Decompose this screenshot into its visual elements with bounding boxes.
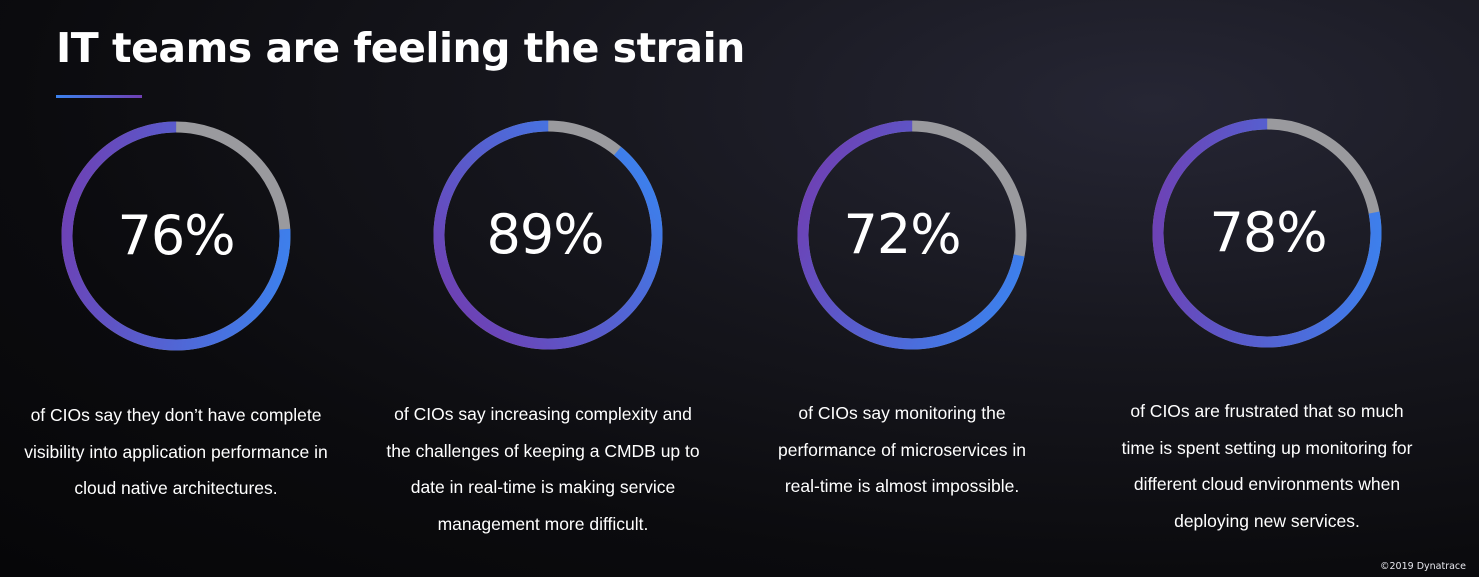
percentage-label-2: 89% [486, 203, 604, 266]
percentage-label-4: 78% [1209, 201, 1327, 264]
donut-value-arc [61, 121, 291, 351]
description-3: of CIOs say monitoring the performance o… [778, 403, 1026, 496]
stat-card-4: 78% of CIOs are frustrated that so much … [0, 0, 1412, 577]
donut-value-arc [433, 120, 663, 350]
donut-chart-4 [1152, 118, 1382, 348]
stat-card-3: 72% of CIOs say monitoring the performan… [0, 0, 1027, 577]
percentage-label-3: 72% [843, 203, 961, 266]
donut-value-arc [797, 120, 1027, 350]
stat-card-2: 89% of CIOs say increasing complexity an… [0, 0, 700, 577]
donut-chart-3 [797, 120, 1027, 350]
slide-title: IT teams are feeling the strain [56, 24, 745, 72]
percentage-label-1: 76% [117, 204, 235, 267]
copyright-notice: ©2019 Dynatrace [1380, 561, 1466, 572]
description-4: of CIOs are frustrated that so much time… [1121, 401, 1413, 531]
title-underline [56, 95, 142, 98]
donut-chart-2 [433, 120, 663, 350]
donut-chart-1 [61, 121, 291, 351]
stat-card-1: 76% of CIOs say they don’t have complete… [0, 0, 360, 577]
description-1: of CIOs say they don’t have complete vis… [24, 405, 328, 498]
donut-value-arc [1152, 118, 1382, 348]
description-2: of CIOs say increasing complexity and th… [386, 404, 700, 534]
